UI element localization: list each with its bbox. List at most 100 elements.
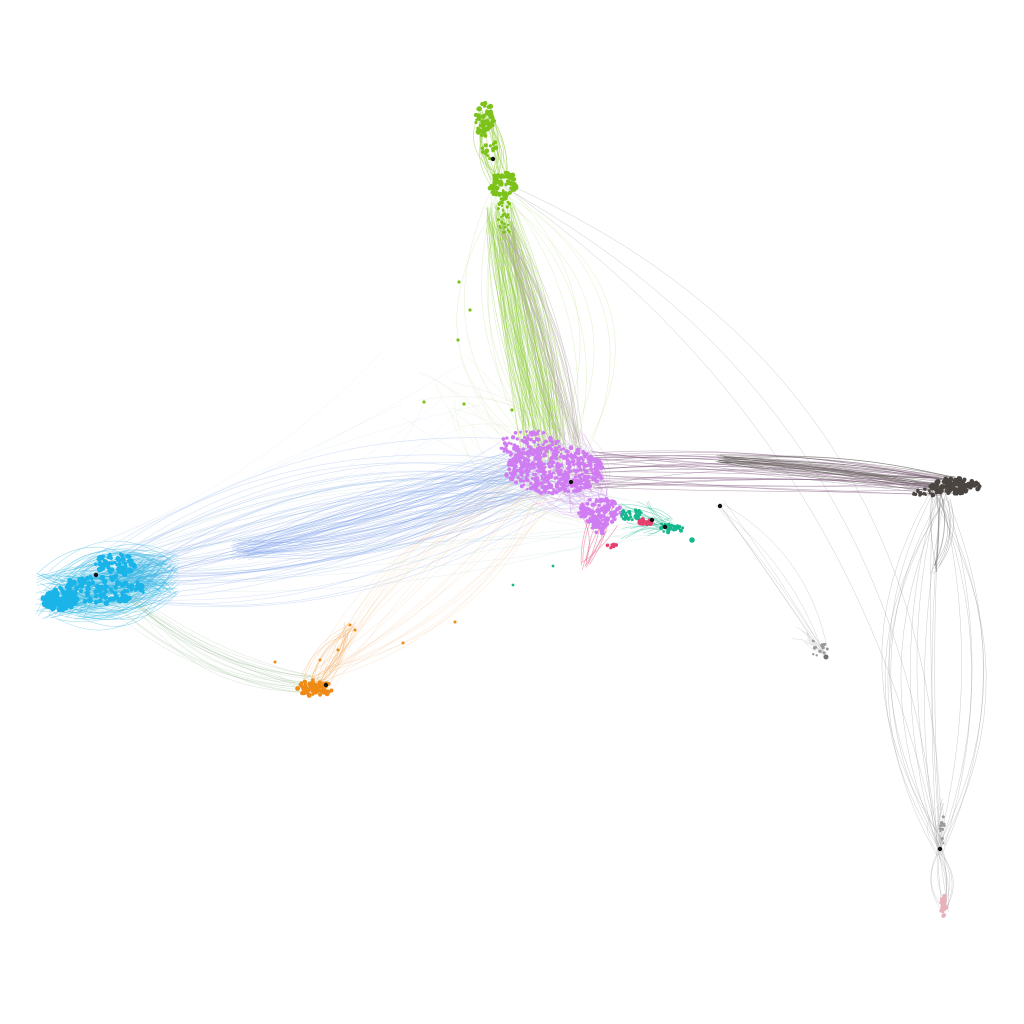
cyan-node [95,588,101,594]
bridge-edge-cyan-teal [114,480,641,565]
cyan-node [125,553,130,559]
cyan-node [117,557,122,563]
green-node [492,176,498,182]
grey-node [812,653,815,656]
cyan-violet-bundle [230,467,545,553]
green-violet-bundle [493,202,562,437]
violet-node [540,477,544,480]
violet-node [587,498,591,502]
green-node [462,402,466,406]
bridge-edge-cyan-teal [103,490,622,580]
violet-node [541,454,545,458]
cyan-node [126,584,131,589]
violet-node [526,478,530,483]
green-node [493,185,499,190]
violet-node [582,482,586,486]
green-node [503,225,507,229]
violet-internal-edge [570,497,586,512]
violet-node [582,513,588,519]
orange-internal-edge [311,626,355,679]
violet-node [575,481,580,486]
cyan-internal-edge [65,562,176,617]
green-violet-bundle [491,217,540,461]
orange-node [321,690,325,694]
violet-node [573,475,578,479]
violet-node [523,451,527,455]
violet-node [575,468,580,473]
green-violet-grey-edge [511,236,580,447]
cyan-violet-bundle [238,497,539,553]
charcoal-node [934,491,938,495]
violet-node [588,457,592,462]
charcoal-tail-edge [930,488,945,574]
cyan-node [74,596,80,601]
bridge-edge-cyan-teal [104,535,659,566]
bridge-edge-cyan-orange [123,588,327,690]
cyan-node [126,569,131,574]
cyan-node [93,599,99,605]
green-node [503,222,506,226]
violet-internal-edge [558,427,595,497]
green-violet-bundle [493,217,542,449]
violet-node [538,445,542,450]
violet-node [577,473,582,479]
grey-node [814,645,817,649]
violet-node [539,456,543,459]
violet-node [587,461,591,464]
grey-node [815,654,818,657]
crimson-edge [580,503,597,566]
orange-node [306,692,312,698]
bridge-edge-orange-violet [319,469,535,683]
bridge-edge-green-violet [506,197,587,472]
violet-node [513,431,518,435]
violet-node [580,472,584,476]
cyan-violet-bundle [236,495,502,556]
bridge-edge-green-violet [505,189,611,478]
cyan-node [138,582,143,588]
violet-node [521,447,526,451]
bridge-edge-cyan-orange [105,588,322,679]
cyan-violet-bundle [242,441,501,559]
charcoal-node [929,483,934,488]
bridge-edge-cyan-green [103,403,403,542]
violet-internal-edge [532,489,599,505]
green-violet-bundle [509,203,548,436]
cyan-node [123,593,128,599]
violet-node [525,472,530,477]
violet-node [577,511,581,515]
hub-node [323,682,329,688]
bridge-edge-charcoal-grey [916,488,944,854]
charcoal-node [928,491,932,495]
green-node [491,118,494,122]
green-node [497,203,501,207]
violet-internal-edge [554,467,578,513]
teal-node [637,511,641,515]
violet-internal-edge [531,457,599,520]
bridge-edge-cyan-orange [116,589,313,677]
green-violet-bundle [495,212,529,426]
bridge-edge-cyan-violet [117,486,564,584]
green-violet-bundle [494,204,541,440]
charcoal-node [934,481,939,486]
violet-node [513,447,517,452]
violet-internal-edge [558,477,605,497]
cyan-violet-bundle [236,489,540,549]
violet-node [554,453,558,457]
bridge-edge-orange-violet [327,486,566,679]
violet-node [581,477,586,482]
bridge-edge-cyan-violet [97,476,545,564]
cyan-node [45,592,51,598]
grey-node [824,642,827,646]
violet-node [513,463,518,469]
charcoal-edge [724,461,954,479]
violet-node [598,515,603,520]
bridge-edge-cyan-violet [112,453,534,600]
bridge-edge-green-violet [500,192,616,478]
violet-node [596,507,600,511]
violet-node [593,472,597,477]
teal-node [551,564,555,568]
green-node [506,213,510,217]
green-node [500,201,504,205]
green-node [504,194,509,198]
violet-node [597,503,601,508]
